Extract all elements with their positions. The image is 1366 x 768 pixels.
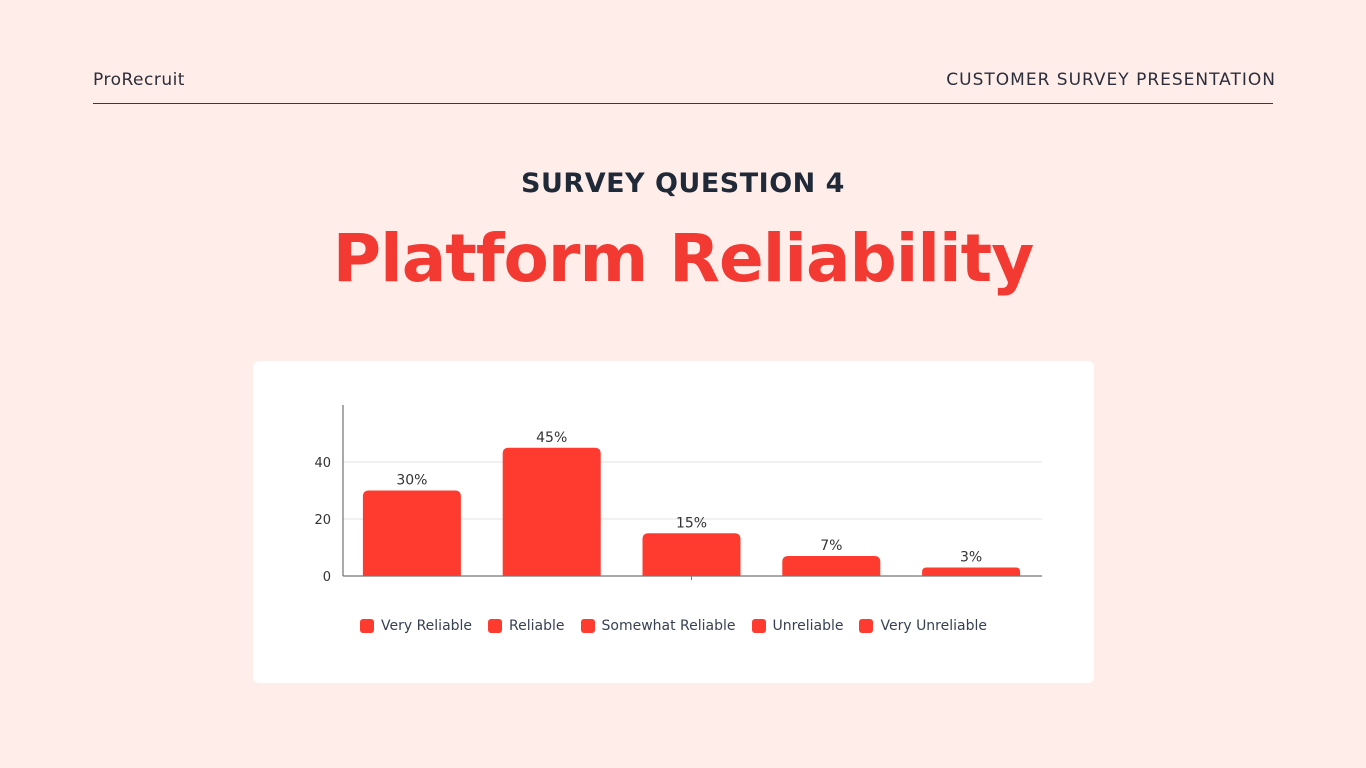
data-label: 15% <box>676 515 707 531</box>
bar-chart: 0 20 40 30% 45% 15% 7% 3% <box>314 405 1042 585</box>
header-divider <box>93 103 1273 104</box>
bar-unreliable <box>782 556 881 576</box>
brand-name: ProRecruit <box>93 70 185 90</box>
bar-very-reliable <box>362 490 461 576</box>
legend-label: Reliable <box>509 618 565 634</box>
bar-very-unreliable <box>922 567 1021 576</box>
legend-swatch <box>751 619 766 633</box>
data-label: 45% <box>536 430 567 446</box>
data-label: 30% <box>396 473 427 489</box>
legend-item: Unreliable <box>751 618 844 634</box>
chart-card: 0 20 40 30% 45% 15% 7% 3% Very Reliable Reliable… <box>253 361 1094 683</box>
data-label: 3% <box>960 549 982 565</box>
bar-reliable <box>502 447 601 576</box>
legend-swatch <box>580 619 595 633</box>
y-tick-label: 40 <box>314 456 331 471</box>
chart-legend: Very Reliable Reliable Somewhat Reliable Un… <box>253 618 1094 634</box>
legend-label: Unreliable <box>772 618 844 634</box>
legend-swatch <box>859 619 874 633</box>
data-label: 7% <box>820 538 842 554</box>
legend-swatch <box>488 619 503 633</box>
legend-label: Very Unreliable <box>880 618 987 634</box>
legend-label: Very Reliable <box>380 618 473 634</box>
deck-title: CUSTOMER SURVEY PRESENTATION <box>946 70 1276 90</box>
y-tick-label: 0 <box>323 570 331 585</box>
legend-swatch <box>359 619 374 633</box>
legend-item: Somewhat Reliable <box>580 618 736 634</box>
legend-item: Very Reliable <box>359 618 473 634</box>
slide-subtitle: SURVEY QUESTION 4 <box>521 168 845 199</box>
y-tick-label: 20 <box>314 513 331 528</box>
legend-item: Very Unreliable <box>859 618 987 634</box>
legend-label: Somewhat Reliable <box>601 618 736 634</box>
legend-item: Reliable <box>488 618 565 634</box>
bar-somewhat-reliable <box>642 533 741 576</box>
slide-title: Platform Reliability <box>332 220 1035 297</box>
